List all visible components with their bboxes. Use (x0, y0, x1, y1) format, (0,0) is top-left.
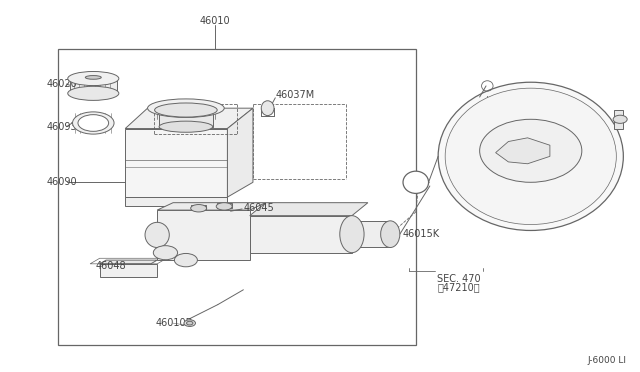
Polygon shape (157, 210, 250, 260)
Ellipse shape (148, 99, 224, 118)
Polygon shape (250, 203, 368, 216)
Text: 46037M: 46037M (275, 90, 314, 100)
Ellipse shape (261, 101, 274, 116)
Ellipse shape (72, 112, 114, 134)
Ellipse shape (438, 82, 623, 231)
Ellipse shape (216, 203, 232, 210)
Polygon shape (227, 108, 253, 197)
Text: 46048: 46048 (95, 261, 126, 271)
Text: SEC. 470: SEC. 470 (436, 274, 481, 284)
Ellipse shape (381, 221, 400, 247)
Ellipse shape (159, 121, 212, 132)
Ellipse shape (174, 253, 197, 267)
Ellipse shape (186, 321, 193, 325)
Text: 46010B: 46010B (156, 318, 193, 328)
Text: J-6000 LI: J-6000 LI (588, 356, 627, 365)
Ellipse shape (613, 115, 627, 124)
Text: 46010: 46010 (199, 16, 230, 26)
Polygon shape (191, 205, 206, 210)
Text: 46045: 46045 (243, 203, 274, 213)
Polygon shape (495, 138, 550, 164)
Text: 〰47210〱: 〰47210〱 (437, 282, 480, 292)
Polygon shape (100, 260, 157, 264)
Polygon shape (157, 203, 266, 210)
Polygon shape (125, 108, 253, 129)
Ellipse shape (78, 115, 109, 131)
Polygon shape (614, 110, 623, 129)
Ellipse shape (68, 86, 119, 100)
Ellipse shape (68, 71, 119, 86)
Polygon shape (216, 203, 232, 208)
Polygon shape (70, 78, 117, 93)
Text: 46093: 46093 (47, 122, 77, 132)
Ellipse shape (191, 205, 207, 212)
Ellipse shape (85, 76, 101, 79)
Bar (58, 49, 416, 345)
Polygon shape (100, 264, 157, 277)
Text: 46015K: 46015K (403, 229, 440, 239)
Ellipse shape (479, 119, 582, 182)
Ellipse shape (184, 320, 195, 327)
Ellipse shape (403, 171, 429, 193)
Ellipse shape (155, 103, 217, 117)
Text: 46090: 46090 (47, 177, 77, 187)
Polygon shape (250, 216, 352, 253)
Ellipse shape (445, 88, 616, 225)
Text: 46020: 46020 (47, 79, 77, 89)
Polygon shape (125, 129, 227, 197)
Ellipse shape (145, 222, 170, 247)
Polygon shape (125, 197, 227, 206)
Polygon shape (159, 110, 212, 127)
Ellipse shape (340, 216, 364, 253)
Polygon shape (352, 221, 390, 247)
Ellipse shape (154, 246, 177, 260)
